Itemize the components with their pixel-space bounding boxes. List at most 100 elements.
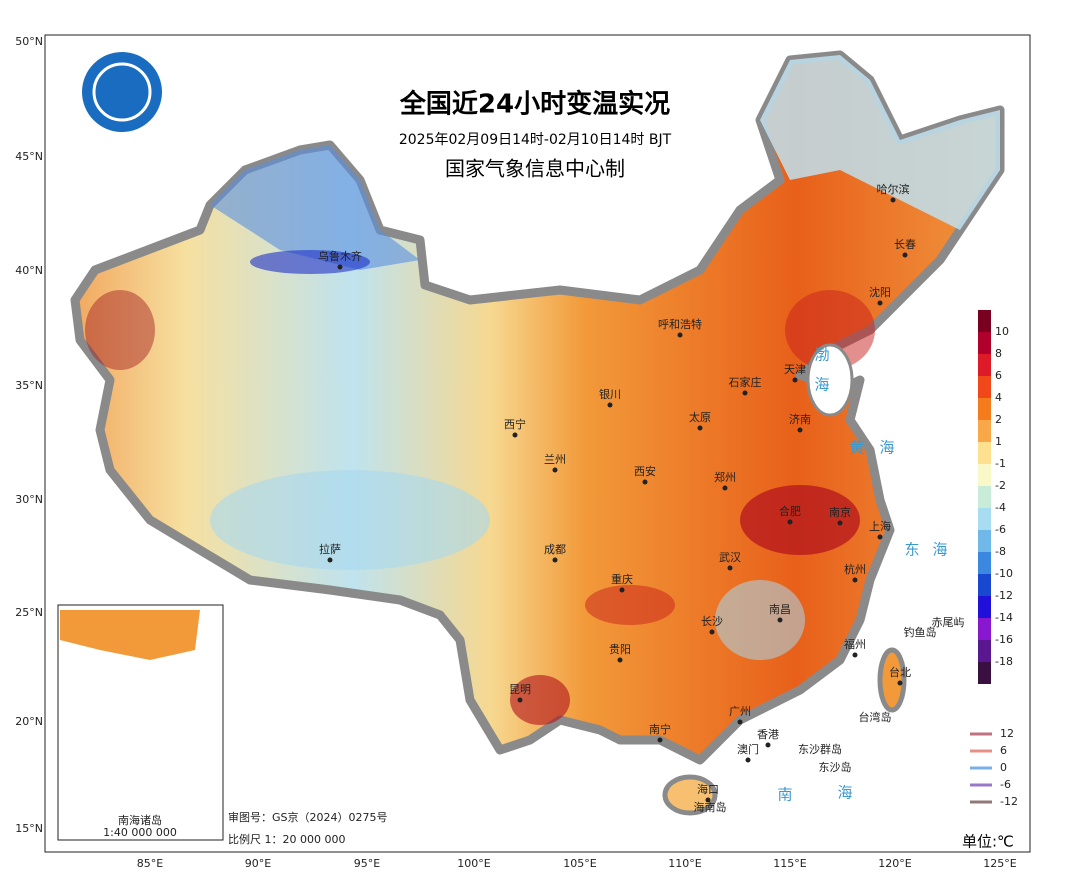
city-label: 合肥 — [779, 504, 801, 518]
logo — [82, 52, 162, 132]
city-dot — [890, 197, 896, 203]
city-label: 南昌 — [769, 603, 791, 616]
city-dot — [745, 757, 751, 763]
scale-swatch — [978, 640, 991, 662]
city-dot — [512, 432, 518, 438]
city-label: 广州 — [729, 705, 751, 718]
scale-swatch — [978, 332, 991, 354]
city-dot — [552, 557, 558, 563]
scale-swatch — [978, 662, 991, 684]
scale-swatch — [978, 486, 991, 508]
scale-label: -8 — [995, 545, 1006, 558]
city-dot — [722, 485, 728, 491]
contour-label: 0 — [1000, 761, 1007, 774]
subtitle: 2025年02月09日14时-02月10日14时 BJT — [399, 132, 672, 148]
island-label: 台湾岛 — [859, 710, 892, 724]
city-dot — [797, 427, 803, 433]
city-dot — [897, 680, 903, 686]
city-label: 昆明 — [509, 683, 531, 696]
unit: 单位:℃ — [962, 833, 1014, 851]
scale-swatch — [978, 376, 991, 398]
city-dot — [517, 697, 523, 703]
city-dot — [619, 587, 625, 593]
contour-label: -6 — [1000, 778, 1011, 791]
city-label: 太原 — [689, 411, 711, 424]
city-dot — [792, 377, 798, 383]
city-label: 武汉 — [719, 551, 741, 564]
city-label: 哈尔滨 — [877, 182, 910, 196]
sea-label: 海 — [814, 376, 829, 394]
scale-label: -1 — [995, 457, 1006, 470]
scale-label: -12 — [995, 589, 1013, 602]
scale-label: -4 — [995, 501, 1006, 514]
city-label: 郑州 — [714, 470, 736, 484]
contour-label: 12 — [1000, 727, 1014, 740]
scale-swatch — [978, 442, 991, 464]
city-dot — [337, 264, 343, 270]
scale-label: 8 — [995, 347, 1002, 360]
scale-label: 2 — [995, 413, 1002, 426]
lat-label: 25°N — [15, 606, 43, 619]
scale-swatch — [978, 552, 991, 574]
lon-label: 115°E — [773, 857, 806, 870]
city-label: 南京 — [829, 505, 851, 519]
city-dot — [677, 332, 683, 338]
city-label: 长春 — [894, 238, 916, 251]
city-dot — [765, 742, 771, 748]
scale-label: -14 — [995, 611, 1013, 624]
inset-scale: 1:40 000 000 — [103, 826, 177, 839]
city-label: 福州 — [844, 637, 866, 651]
city-dot — [607, 402, 613, 408]
city-label: 重庆 — [611, 572, 633, 586]
scale-label: 6 — [995, 369, 1002, 382]
scale-swatch — [978, 530, 991, 552]
scale: 比例尺 1：20 000 000 — [228, 832, 345, 846]
inset-title: 南海诸岛 — [118, 813, 162, 827]
scale-swatch — [978, 398, 991, 420]
lat-label: 20°N — [15, 715, 43, 728]
lat-label: 35°N — [15, 379, 43, 392]
lon-label: 120°E — [878, 857, 911, 870]
city-label: 石家庄 — [729, 375, 762, 389]
city-label: 沈阳 — [869, 285, 891, 299]
lon-label: 125°E — [983, 857, 1016, 870]
scale-swatch — [978, 310, 991, 332]
city-label: 西宁 — [504, 417, 526, 431]
island-label: 海南岛 — [694, 800, 727, 814]
scale-label: 1 — [995, 435, 1002, 448]
lat-label: 50°N — [15, 35, 43, 48]
sea-label: 海 — [837, 784, 852, 802]
city-label: 海口 — [697, 782, 719, 796]
scale-label: -10 — [995, 567, 1013, 580]
sea-label: 南 — [777, 786, 792, 804]
scale-swatch — [978, 354, 991, 376]
city-dot — [709, 629, 715, 635]
sea-label: 黄 — [849, 439, 864, 457]
island-label: 东沙岛 — [819, 760, 852, 774]
city-label: 台北 — [889, 665, 911, 679]
city-label: 呼和浩特 — [658, 317, 702, 331]
city-label: 长沙 — [701, 615, 723, 628]
sea-label: 东 — [904, 541, 919, 559]
city-dot — [877, 534, 883, 540]
contour-label: 6 — [1000, 744, 1007, 757]
city-dot — [877, 300, 883, 306]
city-dot — [552, 467, 558, 473]
sea-label: 渤 — [814, 346, 829, 364]
scale-swatch — [978, 508, 991, 530]
scale-swatch — [978, 618, 991, 640]
city-label: 南宁 — [649, 722, 671, 736]
approval: 审图号：GS京（2024）0275号 — [228, 810, 388, 824]
island-label: 赤尾屿 — [932, 616, 965, 629]
lon-label: 105°E — [563, 857, 596, 870]
city-label: 济南 — [789, 412, 811, 426]
city-dot — [852, 577, 858, 583]
scale-label: -18 — [995, 655, 1013, 668]
city-dot — [727, 565, 733, 571]
lon-label: 100°E — [457, 857, 490, 870]
sea-label: 海 — [879, 439, 894, 457]
scale-label: 4 — [995, 391, 1002, 404]
title: 全国近24小时变温实况 — [399, 89, 670, 120]
city-dot — [737, 719, 743, 725]
